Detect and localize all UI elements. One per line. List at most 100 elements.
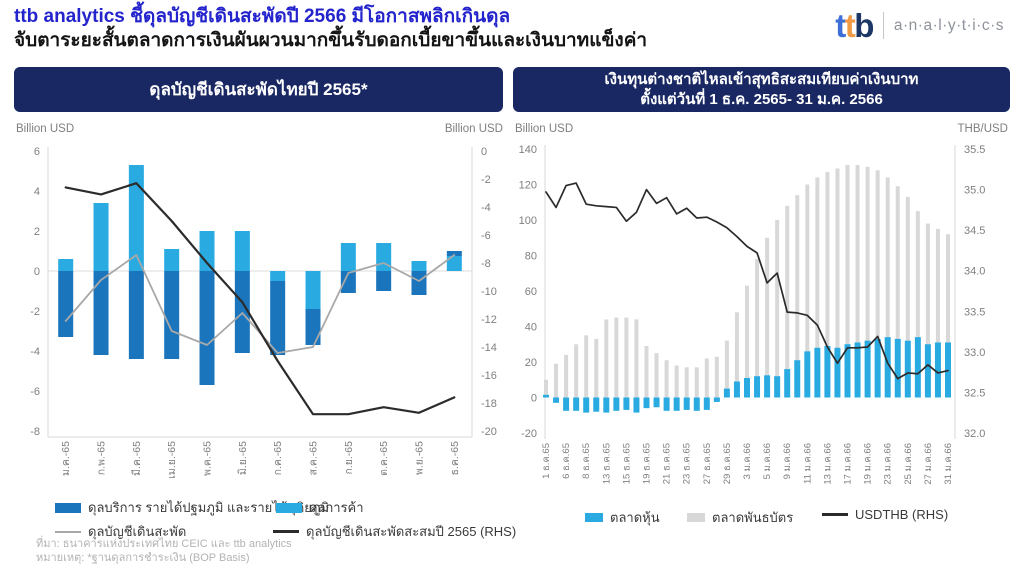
stock-swatch bbox=[585, 513, 603, 522]
page-title: ttb analytics ชี้ดุลบัญชีเดินสะพัดปี 256… bbox=[14, 6, 511, 27]
svg-text:40: 40 bbox=[525, 322, 537, 334]
svg-text:35.0: 35.0 bbox=[964, 185, 985, 197]
x-axis-labels: 1 ธ.ค.65 6 ธ.ค.65 8 ธ.ค.65 13 ธ.ค.65 15 ธ.ค.… bbox=[541, 443, 954, 485]
svg-text:-20: -20 bbox=[521, 428, 537, 440]
svg-text:-2: -2 bbox=[30, 306, 40, 318]
svg-text:0: 0 bbox=[481, 146, 487, 158]
svg-text:พ.ย.-65: พ.ย.-65 bbox=[414, 441, 426, 475]
usdthb-swatch bbox=[822, 513, 848, 516]
axes: 6 4 2 0 -2 -4 -6 -8 0 -2 -4 -6 -8 -10 -12 -14 -16 -18 -20 B… bbox=[16, 123, 503, 438]
svg-text:33.0: 33.0 bbox=[964, 347, 985, 359]
ttb-logo: ttb a·n·a·l·y·t·i·c·s bbox=[835, 9, 1004, 42]
legend-label: ตลาดพันธบัตร bbox=[712, 510, 794, 525]
legend-label: USDTHB (RHS) bbox=[855, 507, 949, 522]
svg-text:31 ม.ค.66: 31 ม.ค.66 bbox=[943, 443, 954, 485]
svg-text:19 ธ.ค.65: 19 ธ.ค.65 bbox=[642, 443, 653, 484]
svg-text:6 ธ.ค.65: 6 ธ.ค.65 bbox=[561, 443, 572, 479]
svg-text:34.5: 34.5 bbox=[964, 225, 985, 237]
legend-label: ดุลการค้า bbox=[309, 500, 364, 515]
svg-text:พ.ค.-65: พ.ค.-65 bbox=[202, 441, 214, 476]
x-axis-labels: ม.ค.-65 ก.พ.-65 มี.ค.-65 เม.ย.-65 พ.ค.-65 มิ.… bbox=[60, 441, 461, 479]
svg-text:80: 80 bbox=[525, 251, 537, 263]
svg-text:-4: -4 bbox=[30, 346, 40, 358]
source-note: ที่มา: ธนาคารแห่งประเทศไทย CEIC และ ttb … bbox=[36, 538, 292, 550]
svg-text:-6: -6 bbox=[30, 386, 40, 398]
svg-text:ม.ค.-65: ม.ค.-65 bbox=[60, 441, 72, 476]
line-series bbox=[64, 182, 456, 416]
svg-text:ก.ค.-65: ก.ค.-65 bbox=[272, 441, 284, 476]
svg-text:-2: -2 bbox=[481, 174, 491, 186]
svg-text:20: 20 bbox=[525, 357, 537, 369]
legend-item-trade: ดุลการค้า bbox=[276, 497, 364, 518]
svg-text:35.5: 35.5 bbox=[964, 144, 985, 156]
svg-text:-20: -20 bbox=[481, 426, 497, 438]
svg-text:-8: -8 bbox=[30, 426, 40, 438]
bars bbox=[543, 164, 951, 413]
svg-text:27 ธ.ค.65: 27 ธ.ค.65 bbox=[702, 443, 713, 484]
current-account-chart: 6 4 2 0 -2 -4 -6 -8 0 -2 -4 -6 -8 -10 -12 -14 -16 -18 -20 B… bbox=[16, 123, 503, 479]
legend-item-usdthb: USDTHB (RHS) bbox=[822, 507, 948, 522]
svg-text:23 ม.ค.66: 23 ม.ค.66 bbox=[883, 443, 894, 485]
svg-text:100: 100 bbox=[519, 215, 537, 227]
svg-text:0: 0 bbox=[34, 266, 40, 278]
ttb-wordmark: ttb bbox=[835, 7, 874, 44]
svg-text:32.5: 32.5 bbox=[964, 387, 985, 399]
page-subtitle: จับตาระยะสั้นตลาดการเงินผันผวนมากขึ้นรับ… bbox=[14, 30, 648, 51]
line-series bbox=[545, 182, 949, 380]
svg-text:ส.ค.-65: ส.ค.-65 bbox=[308, 441, 320, 476]
left-chart-title: ดุลบัญชีเดินสะพัดไทยปี 2565* bbox=[14, 67, 503, 112]
svg-text:120: 120 bbox=[519, 180, 537, 192]
services-swatch bbox=[55, 502, 81, 513]
svg-text:60: 60 bbox=[525, 286, 537, 298]
legend-item-services: ดุลบริการ รายได้ปฐมภูมิ และรายได้ทุติยภู… bbox=[55, 497, 329, 518]
svg-text:-18: -18 bbox=[481, 398, 497, 410]
svg-text:ต.ค.-65: ต.ค.-65 bbox=[378, 441, 390, 476]
svg-text:-6: -6 bbox=[481, 230, 491, 242]
svg-text:1 ธ.ค.65: 1 ธ.ค.65 bbox=[541, 443, 552, 479]
basis-note: หมายเหตุ: *ฐานดุลการชำระเงิน (BOP Basis) bbox=[36, 552, 250, 564]
trade-swatch bbox=[276, 502, 302, 513]
svg-text:25 ม.ค.66: 25 ม.ค.66 bbox=[903, 443, 914, 485]
svg-text:Billion USD: Billion USD bbox=[16, 123, 74, 135]
svg-text:3 ม.ค.66: 3 ม.ค.66 bbox=[742, 443, 753, 479]
svg-text:เม.ย.-65: เม.ย.-65 bbox=[166, 441, 178, 479]
svg-text:ธ.ค.-65: ธ.ค.-65 bbox=[449, 441, 461, 476]
svg-text:มี.ค.-65: มี.ค.-65 bbox=[130, 441, 143, 476]
svg-text:-8: -8 bbox=[481, 258, 491, 270]
line-series bbox=[64, 254, 456, 354]
svg-text:9 ม.ค.66: 9 ม.ค.66 bbox=[782, 443, 793, 479]
svg-text:-4: -4 bbox=[481, 202, 491, 214]
svg-text:มิ.ย.-65: มิ.ย.-65 bbox=[237, 441, 249, 475]
svg-text:11 ม.ค.66: 11 ม.ค.66 bbox=[802, 443, 813, 484]
svg-text:ก.ย.-65: ก.ย.-65 bbox=[343, 441, 355, 475]
svg-text:-14: -14 bbox=[481, 342, 497, 354]
svg-text:17 ม.ค.66: 17 ม.ค.66 bbox=[843, 443, 854, 485]
svg-text:32.0: 32.0 bbox=[964, 428, 985, 440]
logo-divider bbox=[882, 12, 884, 39]
svg-text:8 ธ.ค.65: 8 ธ.ค.65 bbox=[581, 443, 592, 479]
svg-text:Billion USD: Billion USD bbox=[515, 123, 573, 135]
legend-label: ตลาดหุ้น bbox=[610, 510, 660, 525]
capital-flows-chart: 140 120 100 80 60 40 20 0 -20 35.5 35.0 34.5 34.0 33.… bbox=[515, 123, 1008, 485]
svg-text:-10: -10 bbox=[481, 286, 497, 298]
bars bbox=[58, 165, 462, 385]
svg-text:0: 0 bbox=[531, 393, 537, 405]
svg-text:Billion USD: Billion USD bbox=[445, 123, 503, 135]
legend-item-stock-market: ตลาดหุ้น bbox=[585, 507, 660, 528]
legend-label: ดุลบัญชีเดินสะพัดสะสมปี 2565 (RHS) bbox=[306, 524, 517, 539]
svg-text:33.5: 33.5 bbox=[964, 306, 985, 318]
svg-text:6: 6 bbox=[34, 146, 40, 158]
cumulative-swatch bbox=[273, 530, 299, 533]
svg-text:ก.พ.-65: ก.พ.-65 bbox=[96, 441, 108, 475]
svg-text:-12: -12 bbox=[481, 314, 497, 326]
svg-text:13 ม.ค.66: 13 ม.ค.66 bbox=[822, 443, 833, 485]
svg-text:-16: -16 bbox=[481, 370, 497, 382]
legend-label: ดุลบัญชีเดินสะพัด bbox=[88, 524, 187, 539]
legend-item-current-account: ดุลบัญชีเดินสะพัด bbox=[55, 521, 186, 542]
legend-item-cumulative: ดุลบัญชีเดินสะพัดสะสมปี 2565 (RHS) bbox=[273, 521, 516, 542]
svg-text:34.0: 34.0 bbox=[964, 266, 985, 278]
svg-text:15 ธ.ค.65: 15 ธ.ค.65 bbox=[621, 443, 632, 484]
svg-text:4: 4 bbox=[34, 186, 40, 198]
svg-text:140: 140 bbox=[519, 144, 537, 156]
